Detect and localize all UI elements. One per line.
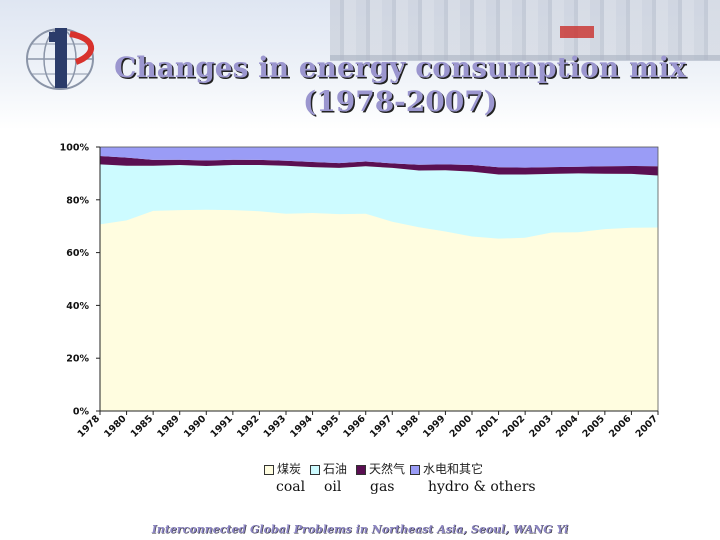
legend-swatch-oil xyxy=(310,464,320,475)
page-title: Changes in energy consumption mix xyxy=(114,51,686,84)
chart-legend: 煤炭 石油 天然气 水电和其它 coal oil gas hydro & oth… xyxy=(262,460,562,500)
legend-label-hydro-en: hydro & others xyxy=(428,479,536,495)
x-tick-label: 1990 xyxy=(182,413,209,440)
legend-label-oil-zh: 石油 xyxy=(323,462,348,476)
energy-mix-chart: 0% 20% 40% 60% 80% 100% 1978 1980 1985 1989 1990 1… xyxy=(60,143,660,440)
legend-item-hydro: 水电和其它 xyxy=(410,460,483,477)
y-tick-label: 100% xyxy=(60,143,90,154)
header-background xyxy=(0,0,720,130)
area-series-oil xyxy=(100,164,658,239)
x-tick-label: 2006 xyxy=(607,413,634,440)
x-tick-label: 1999 xyxy=(421,413,447,439)
x-tick-label: 2004 xyxy=(554,413,581,440)
legend-swatch-gas xyxy=(356,464,366,475)
flag-icon xyxy=(560,26,594,38)
x-tick-label: 1994 xyxy=(288,413,315,440)
y-tick-label: 20% xyxy=(66,354,89,365)
x-tick-label: 2005 xyxy=(581,413,607,439)
legend-label-coal-zh: 煤炭 xyxy=(277,462,302,476)
building-photo xyxy=(330,0,720,60)
legend-label-gas-en: gas xyxy=(370,479,395,495)
y-tick-label: 60% xyxy=(66,248,89,259)
page-subtitle: (1978-2007) xyxy=(303,85,497,118)
x-tick-label: 1998 xyxy=(395,413,422,440)
x-tick-label: 1993 xyxy=(262,413,288,439)
y-tick-label: 80% xyxy=(66,195,89,206)
institute-logo-icon xyxy=(26,28,95,90)
y-axis-ticks: 0% 20% 40% 60% 80% 100% xyxy=(60,143,100,418)
x-tick-label: 1985 xyxy=(129,413,155,439)
x-tick-label: 2001 xyxy=(474,413,500,439)
x-tick-label: 1989 xyxy=(155,413,181,439)
x-axis-ticks: 1978 1980 1985 1989 1990 1991 1992 1993 1994 1995… xyxy=(76,411,660,440)
x-tick-label: 1991 xyxy=(209,413,235,439)
x-tick-label: 1992 xyxy=(235,413,261,439)
legend-item-coal: 煤炭 xyxy=(264,460,301,477)
x-tick-label: 2007 xyxy=(634,413,660,439)
legend-swatch-coal xyxy=(264,464,274,475)
x-tick-label: 1997 xyxy=(368,413,394,439)
area-series-coal xyxy=(100,209,658,411)
legend-swatch-hydro xyxy=(410,464,420,475)
y-tick-label: 0% xyxy=(73,407,90,418)
chart-axes xyxy=(99,146,659,412)
x-tick-label: 2000 xyxy=(448,413,475,440)
plot-areas xyxy=(100,147,658,411)
footer-credit: Interconnected Global Problems in Northe… xyxy=(151,523,569,536)
x-tick-label: 1995 xyxy=(315,413,341,439)
area-series-gas xyxy=(100,156,658,176)
legend-item-oil: 石油 xyxy=(310,460,347,477)
legend-item-gas: 天然气 xyxy=(356,460,405,477)
x-tick-label: 2002 xyxy=(501,413,527,439)
legend-label-hydro-zh: 水电和其它 xyxy=(423,462,484,476)
x-tick-label: 1980 xyxy=(102,413,129,440)
x-tick-label: 1996 xyxy=(341,413,368,440)
x-tick-label: 2003 xyxy=(527,413,553,439)
legend-label-oil-en: oil xyxy=(324,479,342,495)
legend-label-coal-en: coal xyxy=(276,479,306,495)
building-roofline xyxy=(330,55,720,61)
area-series-hydro xyxy=(100,147,658,168)
legend-label-gas-zh: 天然气 xyxy=(369,462,406,476)
y-tick-label: 40% xyxy=(66,301,89,312)
